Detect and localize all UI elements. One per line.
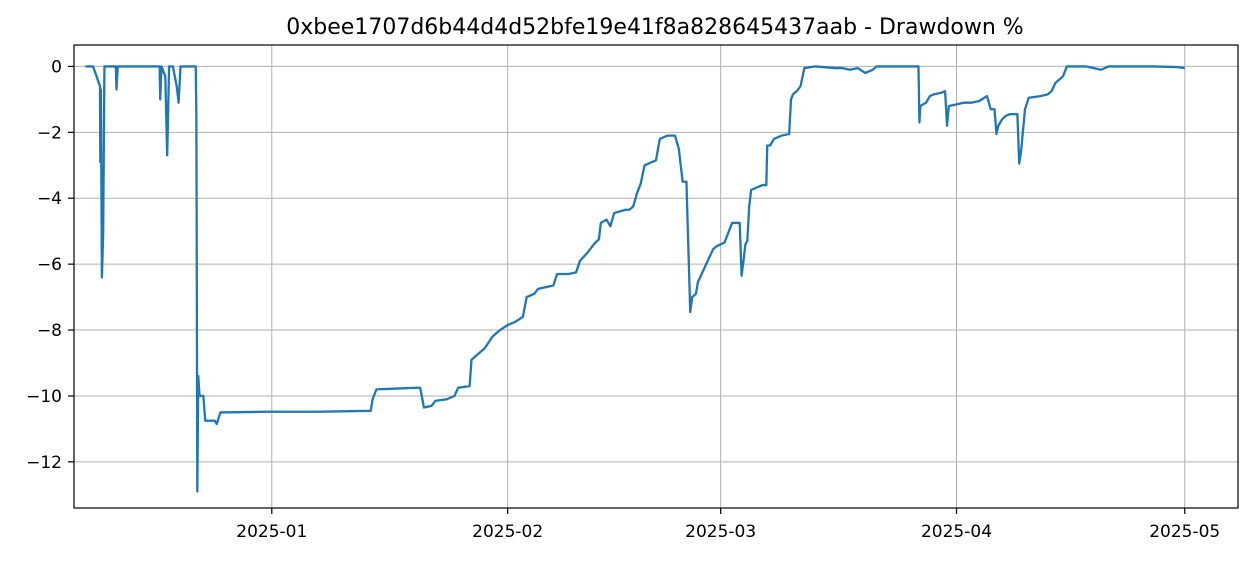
y-tick-label: −12 — [26, 453, 62, 473]
drawdown-line — [85, 65, 1185, 493]
chart-title: 0xbee1707d6b44d4d52bfe19e41f8a828645437a… — [286, 15, 1023, 40]
y-tick-label: −8 — [37, 321, 62, 341]
series-layer — [85, 65, 1185, 493]
y-tick-label: −6 — [37, 255, 62, 275]
x-axis-ticks: 2025-01 2025-02 2025-03 2025-04 2025-05 — [236, 508, 1220, 542]
x-tick-label: 2025-05 — [1149, 522, 1220, 542]
y-tick-label: −10 — [26, 387, 62, 407]
y-tick-label: −2 — [37, 123, 62, 143]
grid — [74, 45, 1238, 508]
x-tick-label: 2025-02 — [472, 522, 543, 542]
x-tick-label: 2025-04 — [921, 522, 992, 542]
plot-frame — [73, 44, 1239, 509]
y-tick-label: −4 — [37, 189, 62, 209]
y-axis-ticks: 0 −2 −4 −6 −8 −10 −12 — [26, 57, 74, 473]
y-tick-label: 0 — [51, 57, 62, 77]
x-tick-label: 2025-03 — [685, 522, 756, 542]
x-tick-label: 2025-01 — [236, 522, 307, 542]
